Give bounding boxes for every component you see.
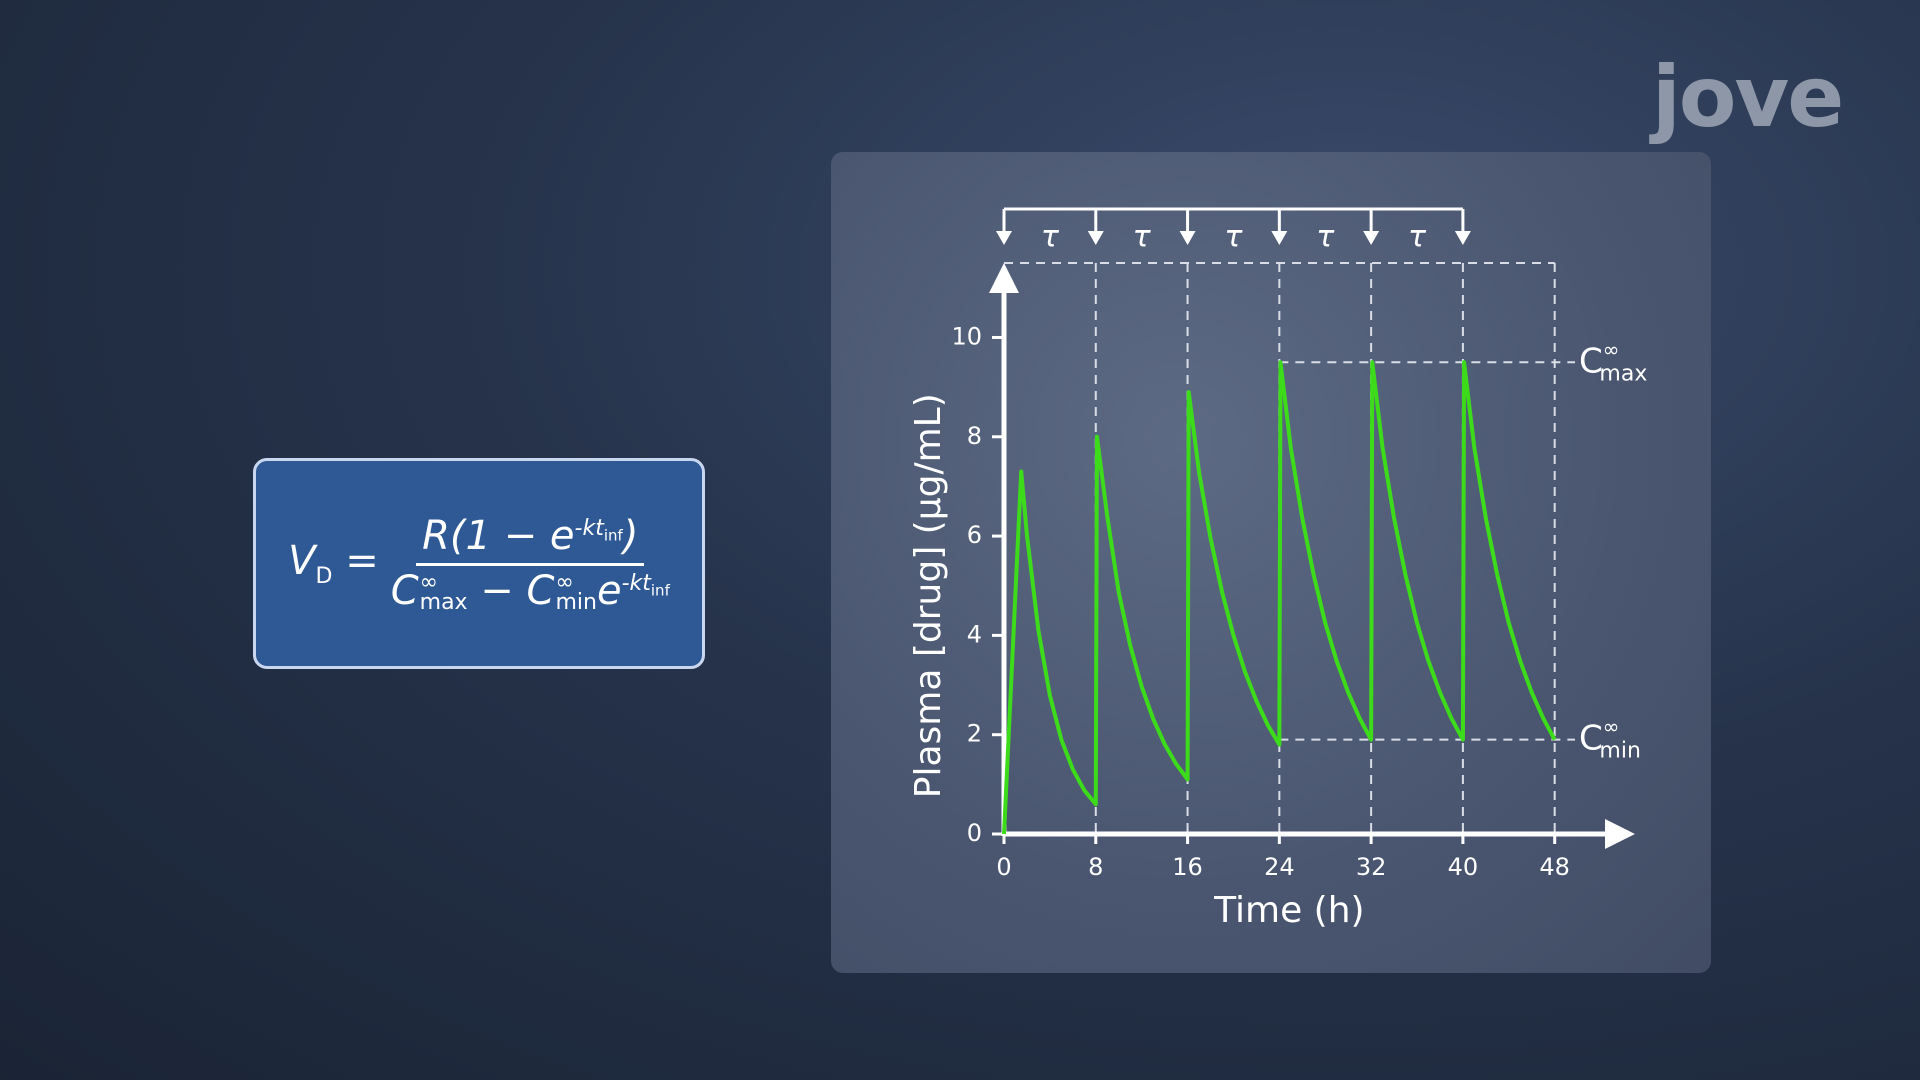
reference-label: C∞ min (1579, 714, 1641, 764)
formula-text: -kt (574, 515, 604, 541)
x-tick-label: 0 (996, 853, 1011, 881)
denominator: C ∞ max − C ∞ min e-ktinf (391, 566, 670, 614)
reference-label-sub: max (1599, 361, 1647, 386)
interval-label: τ (1133, 220, 1152, 255)
formula-text: ) (622, 513, 639, 559)
y-tick-label: 6 (967, 521, 982, 549)
formula-text: -ktinf (621, 570, 670, 600)
formula-box: VD = R(1 − e-ktinf) C ∞ max − C ∞ min e-ktinf (253, 458, 705, 669)
formula-text: min (555, 590, 597, 615)
formula-text: − C (480, 568, 555, 614)
y-axis-label: Plasma [drug] (μg/mL) (908, 393, 949, 798)
formula-text: ∞ (555, 570, 574, 595)
formula-text: R(1 − e (422, 513, 575, 559)
formula-text: inf (603, 526, 623, 545)
formula: VD = (288, 538, 379, 589)
interval-label: τ (1041, 220, 1060, 255)
reference-label-sup: ∞ (1603, 714, 1620, 738)
fraction: R(1 − e-ktinf) C ∞ max − C ∞ min e-ktinf (391, 513, 670, 614)
y-tick-label: 10 (951, 322, 982, 350)
x-tick-label: 40 (1448, 853, 1479, 881)
x-tick-label: 16 (1172, 853, 1203, 881)
y-tick-label: 4 (967, 620, 982, 648)
formula-text: -ktinf (574, 515, 623, 545)
x-axis-label: Time (h) (1213, 890, 1364, 931)
formula-text: e (596, 568, 622, 614)
interval-label: τ (1316, 220, 1335, 255)
dose-arrow-head (1179, 231, 1196, 245)
reference-label-sub: min (1599, 739, 1641, 764)
reference-label: C∞ max (1579, 337, 1647, 387)
y-tick-label: 0 (967, 819, 982, 847)
dose-arrow-head (996, 231, 1012, 245)
formula-text: V (288, 538, 316, 584)
x-tick-label: 32 (1356, 853, 1387, 881)
y-tick-label: 8 (967, 422, 982, 450)
formula-text: = (345, 538, 379, 584)
x-tick-label: 48 (1539, 853, 1570, 881)
formula-text: ∞ max (419, 570, 468, 615)
dose-arrow-head (1363, 231, 1380, 245)
formula-text: max (419, 590, 468, 615)
y-tick-label: 2 (967, 720, 982, 748)
interval-label: τ (1224, 220, 1243, 255)
formula-text: inf (650, 581, 670, 600)
formula-text: ∞ (419, 570, 438, 595)
x-tick-label: 24 (1264, 853, 1295, 881)
formula-text: -kt (621, 570, 651, 596)
x-axis-arrow (1605, 819, 1635, 849)
y-axis-arrow (989, 263, 1019, 293)
dose-arrow-head (1454, 231, 1471, 245)
dose-arrow-head (1271, 231, 1288, 245)
formula-text: D (315, 564, 333, 589)
data-line (1002, 360, 1557, 835)
reference-label-base: C (1579, 341, 1603, 381)
logo: jove (1652, 48, 1844, 146)
dose-arrow-head (1087, 231, 1104, 245)
formula-text: C (390, 568, 419, 614)
interval-label: τ (1408, 220, 1427, 255)
numerator: R(1 − e-ktinf) (416, 513, 645, 566)
reference-label-sup: ∞ (1603, 337, 1620, 361)
reference-label-base: C (1579, 718, 1603, 758)
x-tick-label: 8 (1088, 853, 1103, 881)
formula-text: ∞ min (555, 570, 597, 615)
